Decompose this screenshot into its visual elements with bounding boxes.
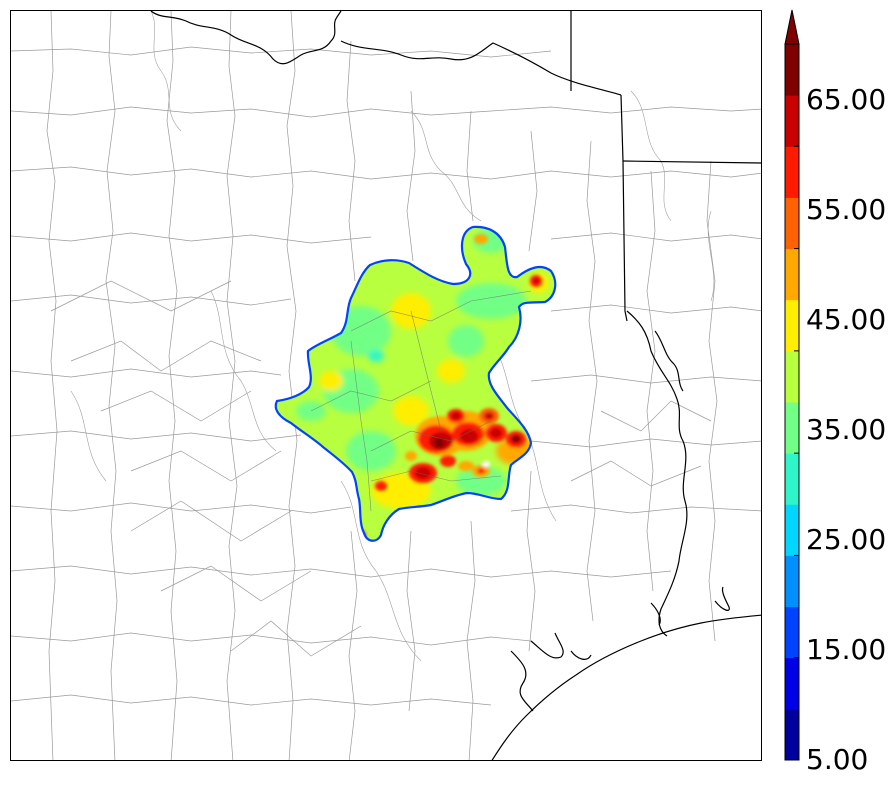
colorbar-tick-label-65: 65.00 xyxy=(806,83,887,116)
colorbar-segment xyxy=(785,555,799,608)
river-lines xyxy=(70,11,715,662)
colorbar-tick-label-35: 35.00 xyxy=(806,413,887,446)
colorbar-outline xyxy=(784,43,800,761)
colorbar-segment xyxy=(785,350,799,403)
colorbar-tick-label-15: 15.00 xyxy=(806,633,887,666)
colorbar-segment xyxy=(785,248,799,301)
map-canvas xyxy=(11,11,761,760)
colorbar-segment xyxy=(785,197,799,250)
colorbar-segment xyxy=(785,402,799,454)
colorbar xyxy=(784,9,800,761)
county-boundaries-overlay xyxy=(310,290,532,512)
colorbar-tick-label-55: 55.00 xyxy=(806,193,887,226)
map-panel[interactable] xyxy=(10,10,762,761)
colorbar-tick-label-5: 5.00 xyxy=(806,743,869,776)
colorbar-segment xyxy=(785,44,799,96)
colorbar-segment xyxy=(785,606,799,659)
colorbar-tick-label-45: 45.00 xyxy=(806,303,887,336)
colorbar-segment xyxy=(785,453,799,505)
state-boundaries xyxy=(150,11,761,760)
colorbar-segment xyxy=(785,708,799,761)
colorbar-segment xyxy=(785,657,799,710)
colorbar-segment xyxy=(785,95,799,147)
colorbar-extend-arrow xyxy=(784,9,800,45)
precipitation-edge xyxy=(274,225,557,542)
colorbar-segment xyxy=(785,146,799,198)
colorbar-segment xyxy=(785,504,799,556)
colorbar-tick-label-25: 25.00 xyxy=(806,523,887,556)
colorbar-segment xyxy=(785,299,799,352)
county-boundaries xyxy=(11,11,761,760)
